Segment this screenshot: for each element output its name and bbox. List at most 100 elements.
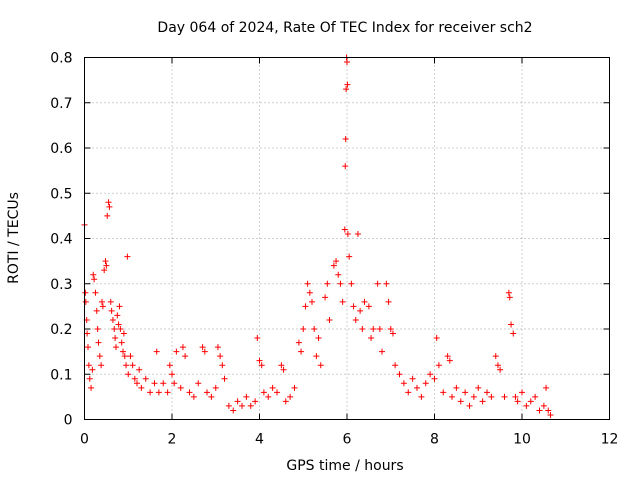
data-point (344, 230, 351, 237)
y-tick-label: 0.4 (50, 232, 72, 248)
data-point (120, 330, 127, 337)
data-point (446, 357, 453, 364)
data-point (505, 289, 512, 296)
data-point (317, 362, 324, 369)
data-point (121, 353, 128, 360)
data-point (160, 380, 167, 387)
data-point (123, 362, 130, 369)
data-point (118, 339, 125, 346)
data-point (190, 393, 197, 400)
data-point (506, 294, 513, 301)
data-point (219, 362, 226, 369)
x-tick-label: 4 (255, 432, 264, 448)
data-point (247, 402, 254, 409)
data-point (422, 380, 429, 387)
data-point (341, 226, 348, 233)
data-point (514, 398, 521, 405)
data-point (109, 316, 116, 323)
x-tick-label: 2 (168, 432, 177, 448)
data-point (171, 380, 178, 387)
data-point (295, 339, 302, 346)
data-point (254, 335, 261, 342)
data-point (306, 289, 313, 296)
data-marks (81, 54, 554, 418)
data-point (138, 384, 145, 391)
data-point (414, 384, 420, 391)
data-point (547, 411, 554, 418)
data-point (134, 380, 140, 387)
data-point (359, 326, 366, 332)
data-point (470, 393, 477, 400)
data-point (90, 271, 97, 278)
data-point (344, 81, 351, 88)
data-point (127, 353, 134, 360)
data-point (260, 389, 267, 396)
data-point (107, 298, 114, 305)
data-point (333, 258, 340, 265)
data-point (291, 384, 298, 391)
data-point (91, 276, 98, 283)
data-point (501, 393, 508, 400)
data-point (86, 375, 93, 382)
data-point (85, 344, 91, 351)
data-point (92, 289, 99, 296)
data-point (488, 393, 495, 400)
data-point (101, 267, 108, 274)
data-point (208, 393, 215, 400)
y-tick-label: 0.8 (50, 51, 72, 67)
data-point (115, 321, 122, 328)
data-point (545, 407, 552, 414)
data-point (383, 280, 390, 287)
data-point (335, 271, 342, 278)
axis-ticks: 0 2 4 6 8 10 12 0 0.1 0.2 0.3 0.4 0.5 0.6 0.7 0.8 (50, 51, 618, 448)
data-point (147, 389, 154, 396)
data-point (94, 326, 101, 332)
y-tick-label: 0.7 (50, 96, 72, 112)
data-point (418, 393, 425, 400)
data-point (492, 353, 499, 360)
data-point (142, 375, 149, 382)
data-point (125, 371, 132, 378)
data-point (112, 335, 119, 342)
data-point (300, 326, 307, 332)
data-point (315, 335, 322, 342)
data-point (93, 307, 100, 314)
data-point (475, 384, 482, 391)
data-point (280, 366, 287, 373)
data-point (427, 371, 434, 378)
data-point (352, 316, 359, 323)
data-point (98, 362, 105, 369)
data-point (95, 339, 102, 346)
data-point (124, 253, 131, 260)
data-point (405, 389, 412, 396)
y-tick-label: 0.6 (50, 141, 72, 157)
data-point (199, 344, 206, 351)
data-point (177, 384, 184, 391)
data-point (85, 362, 92, 369)
y-tick-label: 0.2 (50, 322, 72, 338)
data-point (387, 326, 394, 332)
data-point (309, 298, 315, 305)
data-point (342, 135, 349, 142)
data-point (326, 316, 333, 323)
data-point (457, 398, 464, 405)
x-tick-label: 10 (513, 432, 531, 448)
data-point (217, 353, 224, 360)
data-point (287, 393, 294, 400)
data-point (153, 348, 160, 355)
data-point (396, 371, 403, 378)
data-point (282, 398, 289, 405)
data-point (212, 384, 219, 391)
data-point (350, 303, 357, 310)
data-point (354, 230, 361, 237)
data-point (374, 280, 381, 287)
data-point (82, 289, 89, 296)
data-point (479, 398, 486, 405)
x-tick-label: 12 (601, 432, 619, 448)
data-point (311, 326, 318, 332)
data-point (265, 393, 272, 400)
data-point (330, 262, 337, 269)
data-point (111, 326, 118, 332)
data-point (527, 398, 534, 405)
